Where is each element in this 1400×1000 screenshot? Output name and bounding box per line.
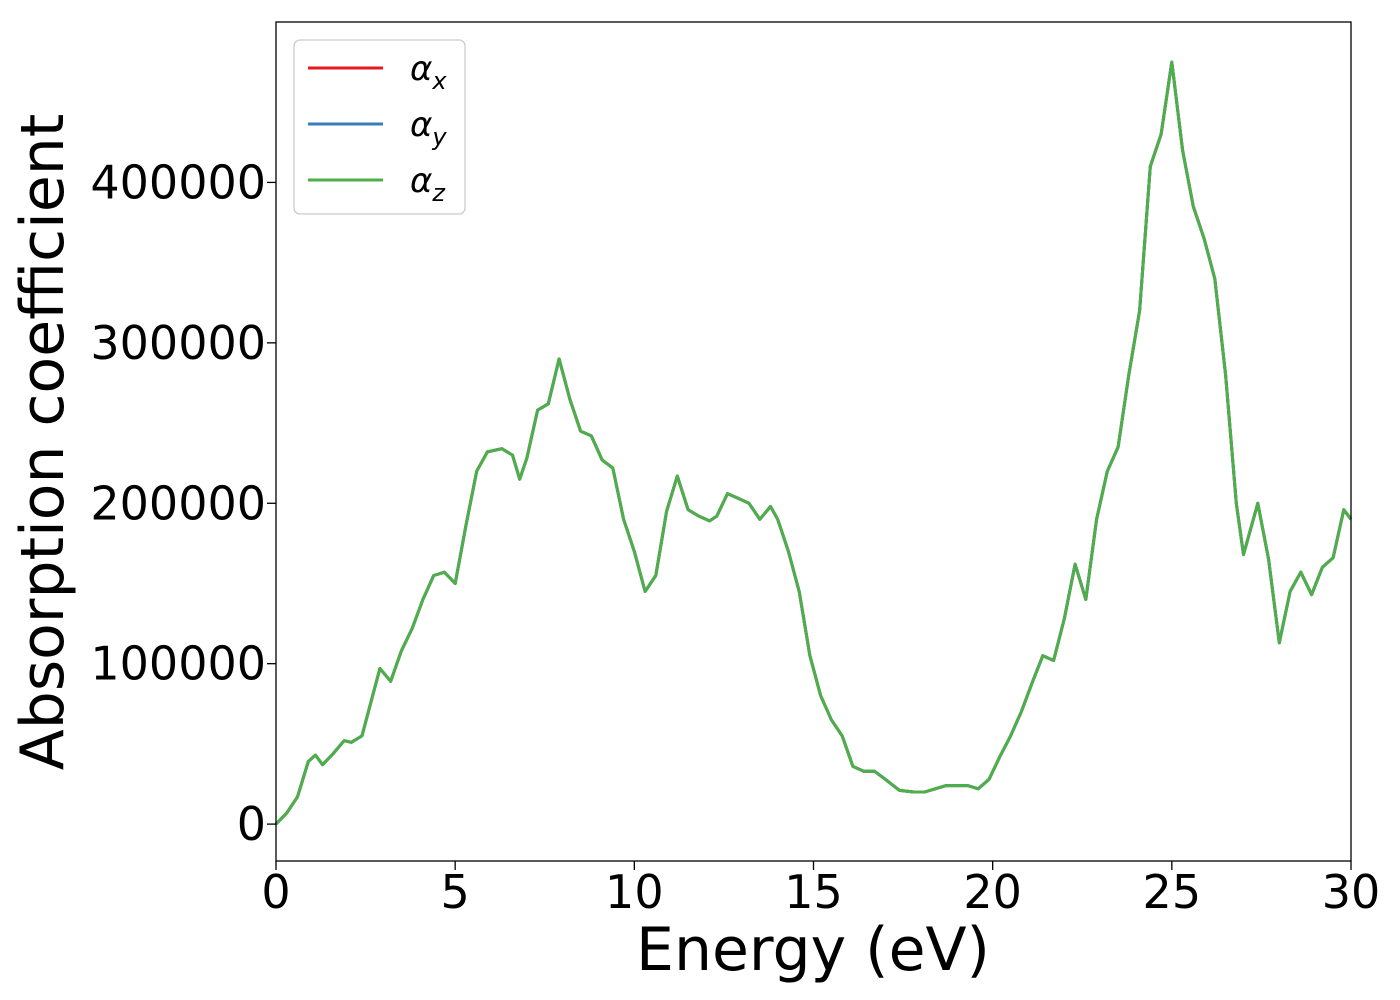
x-tick-label: 25 bbox=[1143, 865, 1202, 919]
x-tick-label: 5 bbox=[441, 865, 470, 919]
x-tick-label: 20 bbox=[963, 865, 1022, 919]
x-tick-label: 15 bbox=[784, 865, 843, 919]
y-tick-label: 0 bbox=[237, 797, 266, 851]
legend-label-x: αx bbox=[410, 49, 447, 95]
y-axis-title: Absorption coefficient bbox=[8, 114, 78, 771]
y-tick-label: 200000 bbox=[90, 476, 266, 530]
x-axis-title: Energy (eV) bbox=[636, 915, 990, 985]
y-tick-label: 300000 bbox=[90, 316, 266, 370]
plot-lines bbox=[274, 60, 1353, 826]
legend-box bbox=[293, 39, 466, 215]
legend-label-z: αz bbox=[410, 161, 446, 207]
x-tick-label: 0 bbox=[261, 865, 290, 919]
y-tick-label: 400000 bbox=[90, 155, 266, 209]
y-axis: 0 100000 200000 300000 400000 bbox=[90, 155, 276, 851]
x-tick-label: 10 bbox=[605, 865, 664, 919]
legend: αx αy αz bbox=[293, 39, 466, 215]
legend-label-y: αy bbox=[410, 105, 447, 151]
series-line-z bbox=[274, 60, 1353, 826]
y-tick-label: 100000 bbox=[90, 637, 266, 691]
x-axis: 0 5 10 15 20 25 30 bbox=[261, 861, 1380, 919]
x-tick-label: 30 bbox=[1322, 865, 1381, 919]
